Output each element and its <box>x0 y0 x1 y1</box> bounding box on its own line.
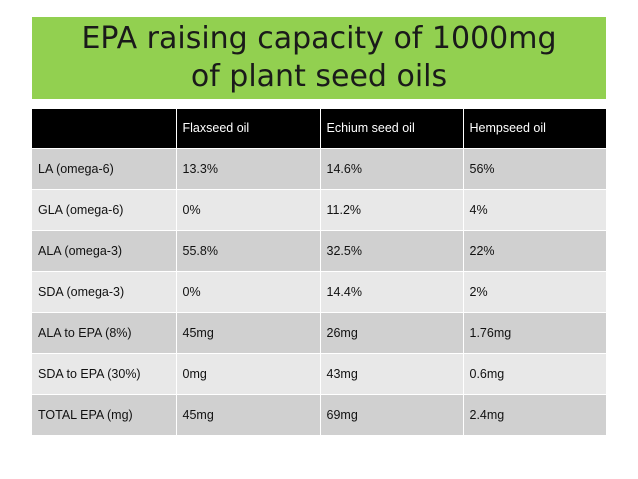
header-corner <box>32 109 176 148</box>
cell-echium: 11.2% <box>319 188 463 230</box>
cell-flaxseed: 0mg <box>175 352 320 394</box>
cell-flaxseed: 45mg <box>175 311 320 353</box>
table-row: ALA (omega-3) 55.8% 32.5% 22% <box>32 229 606 271</box>
cell-hempseed: 22% <box>462 229 606 271</box>
cell-echium: 26mg <box>319 311 463 353</box>
cell-echium: 14.4% <box>319 270 463 312</box>
cell-echium: 69mg <box>319 393 463 435</box>
cell-hempseed: 2% <box>462 270 606 312</box>
cell-echium: 14.6% <box>319 147 463 189</box>
table-row: SDA (omega-3) 0% 14.4% 2% <box>32 270 606 312</box>
cell-echium: 32.5% <box>319 229 463 271</box>
header-hempseed-oil: Hempseed oil <box>462 109 606 148</box>
table-row: SDA to EPA (30%) 0mg 43mg 0.6mg <box>32 352 606 394</box>
slide-title: EPA raising capacity of 1000mg of plant … <box>81 21 557 94</box>
epa-table: Flaxseed oil Echium seed oil Hempseed oi… <box>32 109 606 435</box>
row-label: SDA (omega-3) <box>32 270 176 312</box>
cell-flaxseed: 13.3% <box>175 147 320 189</box>
table-row: LA (omega-6) 13.3% 14.6% 56% <box>32 147 606 189</box>
cell-hempseed: 1.76mg <box>462 311 606 353</box>
row-label: SDA to EPA (30%) <box>32 352 176 394</box>
cell-hempseed: 2.4mg <box>462 393 606 435</box>
table-row: ALA to EPA (8%) 45mg 26mg 1.76mg <box>32 311 606 353</box>
cell-flaxseed: 0% <box>175 188 320 230</box>
cell-hempseed: 56% <box>462 147 606 189</box>
cell-hempseed: 0.6mg <box>462 352 606 394</box>
table-header-row: Flaxseed oil Echium seed oil Hempseed oi… <box>32 109 606 148</box>
table-row: TOTAL EPA (mg) 45mg 69mg 2.4mg <box>32 393 606 435</box>
cell-echium: 43mg <box>319 352 463 394</box>
row-label: GLA (omega-6) <box>32 188 176 230</box>
cell-flaxseed: 45mg <box>175 393 320 435</box>
table-row: GLA (omega-6) 0% 11.2% 4% <box>32 188 606 230</box>
row-label: TOTAL EPA (mg) <box>32 393 176 435</box>
header-echium-seed-oil: Echium seed oil <box>319 109 463 148</box>
title-banner: EPA raising capacity of 1000mg of plant … <box>32 17 606 99</box>
row-label: ALA to EPA (8%) <box>32 311 176 353</box>
cell-flaxseed: 0% <box>175 270 320 312</box>
cell-hempseed: 4% <box>462 188 606 230</box>
row-label: LA (omega-6) <box>32 147 176 189</box>
header-flaxseed-oil: Flaxseed oil <box>175 109 320 148</box>
row-label: ALA (omega-3) <box>32 229 176 271</box>
cell-flaxseed: 55.8% <box>175 229 320 271</box>
